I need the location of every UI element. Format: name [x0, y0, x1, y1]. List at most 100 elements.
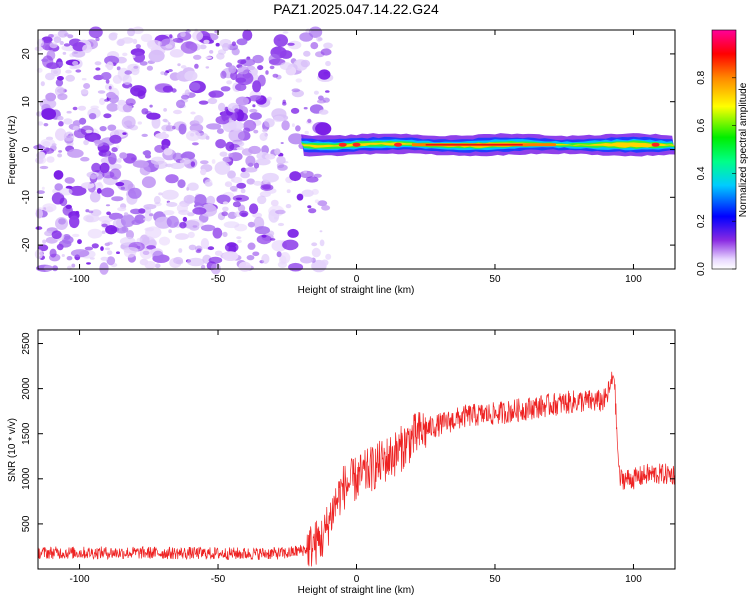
noise-blob: [48, 34, 54, 38]
noise-blob: [87, 228, 103, 239]
noise-blob: [119, 152, 128, 159]
noise-blob: [313, 173, 322, 178]
noise-blob: [106, 61, 114, 71]
noise-blob: [319, 239, 325, 247]
noise-blob: [308, 208, 317, 214]
noise-blob: [300, 256, 313, 264]
noise-blob: [75, 210, 80, 215]
noise-blob: [321, 205, 331, 211]
noise-blob: [165, 174, 179, 184]
noise-blob: [223, 221, 240, 229]
noise-blob: [230, 71, 238, 81]
noise-blob: [146, 245, 157, 250]
noise-blob: [84, 246, 94, 251]
noise-blob: [318, 109, 329, 115]
noise-blob: [177, 63, 181, 67]
noise-blob: [44, 230, 54, 237]
noise-blob: [256, 234, 272, 245]
noise-blob: [86, 262, 91, 265]
noise-blob: [122, 52, 128, 57]
noise-blob: [235, 197, 243, 201]
x-tick-label: 0: [354, 574, 360, 585]
noise-blob: [66, 110, 72, 114]
noise-blob: [132, 38, 138, 45]
noise-blob: [180, 41, 198, 54]
noise-blob: [264, 153, 276, 160]
noise-blob: [272, 73, 279, 78]
noise-blob: [226, 80, 233, 85]
noise-blob: [192, 142, 199, 146]
noise-blob: [109, 134, 122, 144]
noise-blob: [101, 230, 106, 234]
noise-blob: [39, 98, 57, 110]
noise-blob: [63, 118, 73, 125]
noise-blob: [287, 228, 299, 238]
noise-blob: [188, 244, 197, 251]
noise-blob: [168, 229, 172, 234]
noise-blob: [88, 113, 97, 120]
noise-blob: [192, 207, 207, 215]
noise-blob: [280, 142, 284, 144]
noise-blob: [130, 67, 140, 76]
noise-blob: [65, 74, 75, 82]
noise-blob: [166, 215, 179, 228]
noise-blob: [35, 157, 44, 164]
noise-blob: [240, 167, 247, 173]
noise-blob: [88, 26, 103, 39]
noise-blob: [313, 90, 319, 95]
noise-blob: [39, 165, 49, 170]
noise-blob: [279, 50, 293, 59]
noise-blob: [214, 161, 231, 175]
noise-blob: [228, 152, 233, 158]
noise-blob: [158, 236, 171, 246]
noise-blob: [165, 125, 175, 132]
noise-blob: [43, 147, 55, 154]
noise-blob: [56, 76, 64, 81]
noise-blob: [320, 259, 329, 266]
noise-blob: [41, 108, 57, 120]
noise-blob: [154, 144, 166, 153]
noise-blob: [107, 250, 113, 255]
noise-blob: [311, 242, 318, 247]
noise-blob: [66, 256, 73, 261]
colorbar-ticks: 0.0 0.2 0.4 0.6 0.8: [696, 70, 736, 276]
noise-blob: [123, 247, 139, 254]
noise-blob: [207, 246, 215, 251]
noise-blob: [105, 79, 110, 84]
noise-blob: [152, 250, 164, 262]
noise-blob: [273, 34, 288, 47]
noise-blob: [143, 217, 149, 221]
noise-blob: [120, 186, 126, 190]
noise-blob: [164, 71, 168, 76]
noise-blob: [57, 93, 68, 101]
noise-blob: [57, 153, 63, 158]
noise-blob: [193, 115, 204, 125]
noise-blob: [36, 190, 45, 195]
noise-blob: [276, 156, 286, 165]
noise-blob: [82, 44, 93, 54]
noise-blob: [116, 251, 120, 254]
chart-title: PAZ1.2025.047.14.22.G24: [273, 1, 439, 17]
snr-marks: [37, 371, 676, 567]
noise-blob: [311, 188, 319, 195]
snr-background: [38, 330, 675, 569]
noise-blob: [155, 132, 170, 139]
noise-blob: [209, 50, 214, 54]
noise-blob: [265, 70, 269, 75]
noise-blob: [93, 139, 103, 144]
noise-blob: [59, 40, 64, 45]
noise-blob: [132, 160, 149, 168]
noise-blob: [303, 107, 308, 110]
noise-blob: [95, 37, 100, 42]
noise-blob: [73, 51, 78, 54]
noise-blob: [237, 239, 242, 244]
noise-blob: [182, 216, 188, 222]
noise-blob: [264, 118, 275, 128]
noise-blob: [133, 65, 139, 69]
noise-blob: [67, 34, 74, 39]
noise-blob: [220, 86, 231, 92]
noise-blob: [42, 203, 57, 213]
noise-blob: [160, 71, 166, 75]
noise-blob: [179, 157, 191, 165]
colorbar-gradient: [712, 30, 736, 269]
